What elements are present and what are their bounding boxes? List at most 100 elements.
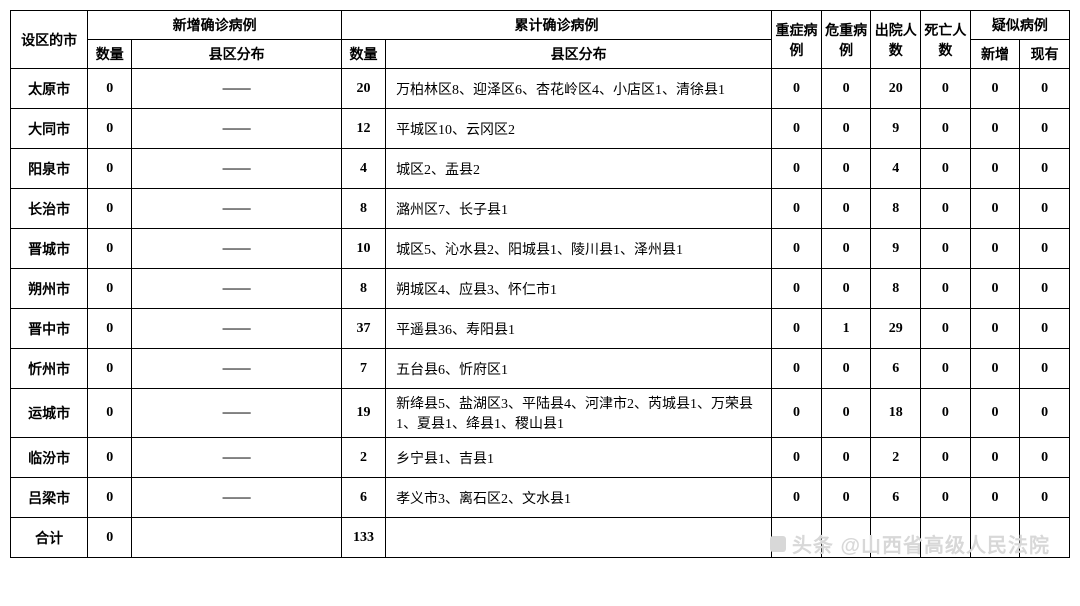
cell: 8 [871,189,921,229]
cell: 0 [88,189,132,229]
cell: 0 [88,149,132,189]
cell: 133 [341,518,385,558]
cell: 乡宁县1、吉县1 [386,438,772,478]
cell: 0 [772,478,822,518]
cell: 0 [1020,109,1070,149]
cell: 0 [821,149,871,189]
cell: 城区5、沁水县2、阳城县1、陵川县1、泽州县1 [386,229,772,269]
col-suspect-new: 新增 [970,40,1020,69]
cell: 平城区10、云冈区2 [386,109,772,149]
col-severe: 重症病例 [772,11,822,69]
cell: 0 [88,69,132,109]
cell: —— [132,229,342,269]
cell: 0 [1020,189,1070,229]
table-row: 运城市0——19新绛县5、盐湖区3、平陆县4、河津市2、芮城县1、万荣县1、夏县… [11,389,1070,438]
cell: 8 [341,189,385,229]
cell: 0 [970,309,1020,349]
cell: 0 [921,149,971,189]
cell: 太原市 [11,69,88,109]
cell: 37 [341,309,385,349]
cell: 0 [772,149,822,189]
cell: 6 [871,349,921,389]
cell: —— [132,478,342,518]
table-row: 晋城市0——10城区5、沁水县2、阳城县1、陵川县1、泽州县1009000 [11,229,1070,269]
cell: 7 [341,349,385,389]
cell: 0 [1020,438,1070,478]
cell: 0 [970,389,1020,438]
cell: 朔城区4、应县3、怀仁市1 [386,269,772,309]
cell: 临汾市 [11,438,88,478]
cell: —— [132,149,342,189]
cell: 4 [871,149,921,189]
cell: 0 [772,69,822,109]
cell: 0 [772,189,822,229]
col-cum-dist: 县区分布 [386,40,772,69]
cell: 0 [88,309,132,349]
cell: 长治市 [11,189,88,229]
cell: —— [132,109,342,149]
cell: 0 [970,438,1020,478]
cell: 0 [1020,478,1070,518]
cell: 0 [970,229,1020,269]
cell: 0 [921,229,971,269]
cell: —— [132,69,342,109]
col-new-group: 新增确诊病例 [88,11,342,40]
covid-table: 设区的市 新增确诊病例 累计确诊病例 重症病例 危重病例 出院人数 死亡人数 疑… [10,10,1070,558]
cell: 0 [88,229,132,269]
cell: 20 [341,69,385,109]
cell: 0 [1020,269,1070,309]
total-row: 合计0 133 [11,518,1070,558]
table-row: 临汾市0——2乡宁县1、吉县1002000 [11,438,1070,478]
cell: 8 [871,269,921,309]
cell: 孝义市3、离石区2、文水县1 [386,478,772,518]
table-row: 阳泉市0——4城区2、盂县2004000 [11,149,1070,189]
cell: 0 [921,309,971,349]
table-body: 太原市0——20万柏林区8、迎泽区6、杏花岭区4、小店区1、清徐县1002000… [11,69,1070,558]
col-suspect-group: 疑似病例 [970,11,1069,40]
cell: 1 [821,309,871,349]
cell: 0 [772,438,822,478]
table-row: 吕梁市0——6孝义市3、离石区2、文水县1006000 [11,478,1070,518]
cell: 0 [970,109,1020,149]
cell: —— [132,389,342,438]
cell: 12 [341,109,385,149]
cell [970,518,1020,558]
cell: 0 [88,518,132,558]
cell: —— [132,269,342,309]
cell: 0 [821,349,871,389]
cell [132,518,342,558]
cell: 0 [1020,149,1070,189]
cell: 新绛县5、盐湖区3、平陆县4、河津市2、芮城县1、万荣县1、夏县1、绛县1、稷山… [386,389,772,438]
cell: 8 [341,269,385,309]
cell: 合计 [11,518,88,558]
col-critical: 危重病例 [821,11,871,69]
cell [1020,518,1070,558]
table-row: 太原市0——20万柏林区8、迎泽区6、杏花岭区4、小店区1、清徐县1002000… [11,69,1070,109]
cell: 0 [821,438,871,478]
col-cum-count: 数量 [341,40,385,69]
col-discharged: 出院人数 [871,11,921,69]
cell: 0 [1020,309,1070,349]
table-row: 晋中市0——37平遥县36、寿阳县10129000 [11,309,1070,349]
cell: 晋城市 [11,229,88,269]
cell: 0 [821,69,871,109]
cell: 0 [821,269,871,309]
cell: 0 [772,269,822,309]
cell: 0 [970,189,1020,229]
cell: 0 [970,69,1020,109]
cell: 0 [921,269,971,309]
cell: —— [132,309,342,349]
cell [386,518,772,558]
cell: 9 [871,109,921,149]
col-new-count: 数量 [88,40,132,69]
cell: 0 [970,478,1020,518]
table-row: 长治市0——8潞州区7、长子县1008000 [11,189,1070,229]
cell: 0 [88,438,132,478]
cell: 0 [921,389,971,438]
cell: 0 [821,229,871,269]
cell: 0 [921,69,971,109]
cell: 0 [921,189,971,229]
cell: 0 [921,349,971,389]
cell: 运城市 [11,389,88,438]
col-new-dist: 县区分布 [132,40,342,69]
